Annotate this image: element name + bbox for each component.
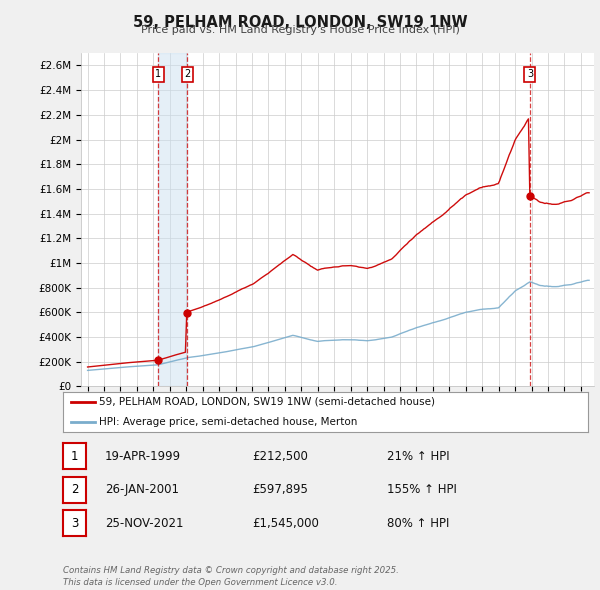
Text: £212,500: £212,500	[252, 450, 308, 463]
Text: 155% ↑ HPI: 155% ↑ HPI	[387, 483, 457, 496]
Text: 1: 1	[155, 69, 161, 79]
Text: Price paid vs. HM Land Registry's House Price Index (HPI): Price paid vs. HM Land Registry's House …	[140, 25, 460, 35]
Text: HPI: Average price, semi-detached house, Merton: HPI: Average price, semi-detached house,…	[98, 417, 357, 427]
Text: Contains HM Land Registry data © Crown copyright and database right 2025.
This d: Contains HM Land Registry data © Crown c…	[63, 566, 399, 587]
Text: 19-APR-1999: 19-APR-1999	[105, 450, 181, 463]
Text: 80% ↑ HPI: 80% ↑ HPI	[387, 517, 449, 530]
Text: 25-NOV-2021: 25-NOV-2021	[105, 517, 184, 530]
Text: 2: 2	[184, 69, 191, 79]
Text: 59, PELHAM ROAD, LONDON, SW19 1NW: 59, PELHAM ROAD, LONDON, SW19 1NW	[133, 15, 467, 30]
Bar	[158, 53, 187, 386]
Text: £597,895: £597,895	[252, 483, 308, 496]
Text: 26-JAN-2001: 26-JAN-2001	[105, 483, 179, 496]
Text: 59, PELHAM ROAD, LONDON, SW19 1NW (semi-detached house): 59, PELHAM ROAD, LONDON, SW19 1NW (semi-…	[98, 397, 434, 407]
Text: £1,545,000: £1,545,000	[252, 517, 319, 530]
Text: 1: 1	[71, 450, 78, 463]
Text: 3: 3	[527, 69, 533, 79]
Text: 2: 2	[71, 483, 78, 496]
Text: 3: 3	[71, 517, 78, 530]
Text: 21% ↑ HPI: 21% ↑ HPI	[387, 450, 449, 463]
